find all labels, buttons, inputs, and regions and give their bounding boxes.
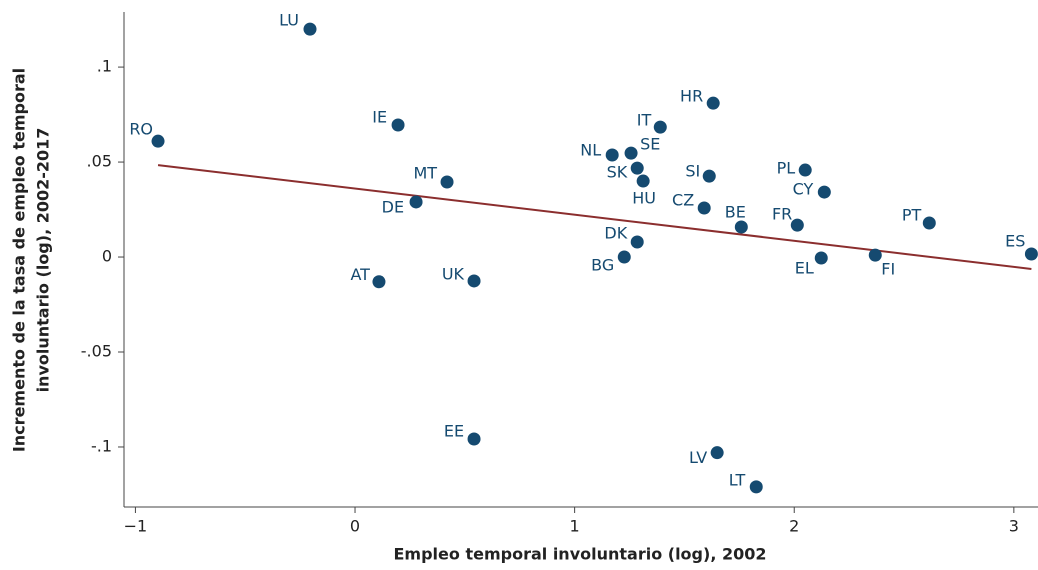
point	[391, 118, 405, 132]
point	[653, 120, 667, 134]
point	[467, 274, 481, 288]
x-tick-label: −1	[124, 517, 148, 536]
point	[706, 96, 720, 110]
point-label: DK	[604, 224, 627, 243]
point	[1024, 247, 1038, 261]
point	[710, 446, 724, 460]
point	[605, 148, 619, 162]
point-label: FR	[772, 205, 792, 224]
point-label: PT	[902, 206, 922, 225]
point-label: EE	[444, 421, 464, 440]
point-label: MT	[413, 164, 437, 183]
point	[630, 235, 644, 249]
y-tick-label: .1	[97, 57, 112, 76]
point-label: IE	[372, 108, 387, 127]
point-label: HR	[680, 87, 703, 106]
point-label: LT	[729, 470, 746, 489]
point-label: DE	[382, 197, 404, 216]
point	[868, 248, 882, 262]
x-tick-label: 1	[570, 517, 580, 536]
y-tick-label: .05	[87, 152, 112, 171]
point	[409, 195, 423, 209]
trend-line	[157, 164, 1032, 270]
y-axis-title: involuntario (log), 2002-2017	[34, 128, 53, 393]
point	[440, 175, 454, 189]
point	[630, 161, 644, 175]
y-tick-label: -.05	[81, 342, 112, 361]
point-label: SI	[685, 162, 700, 181]
point	[636, 174, 650, 188]
point	[151, 134, 165, 148]
point-label: CY	[793, 180, 814, 199]
point	[817, 185, 831, 199]
point	[697, 201, 711, 215]
point	[798, 163, 812, 177]
point-label: UK	[442, 264, 465, 283]
x-tick-label: 0	[350, 517, 360, 536]
point-label: SE	[640, 135, 660, 154]
point-label: NL	[580, 141, 601, 160]
point-label: LV	[689, 448, 707, 467]
point	[372, 275, 386, 289]
point	[790, 218, 804, 232]
point-label: FI	[881, 260, 895, 279]
point	[922, 216, 936, 230]
point-label: ES	[1005, 231, 1025, 250]
x-tick-label: 2	[789, 517, 799, 536]
y-tick-label: -.1	[91, 436, 112, 455]
point-label: HU	[632, 189, 656, 208]
point-label: BE	[725, 203, 746, 222]
point-label: SK	[607, 163, 628, 182]
y-tick-label: 0	[102, 247, 112, 266]
point	[617, 250, 631, 264]
point	[749, 480, 763, 494]
point	[734, 220, 748, 234]
point-label: LU	[279, 11, 299, 30]
y-axis-title: Incremento de la tasa de empleo temporal	[10, 68, 29, 452]
point-label: CZ	[672, 191, 694, 210]
point-label: IT	[637, 111, 652, 130]
point	[303, 22, 317, 36]
point	[814, 251, 828, 265]
point	[702, 169, 716, 183]
point-label: EL	[795, 258, 814, 277]
x-axis-title: Empleo temporal involuntario (log), 2002	[394, 545, 767, 564]
point	[624, 146, 638, 160]
x-tick-label: 3	[1009, 517, 1019, 536]
point	[467, 432, 481, 446]
point-label: PL	[777, 159, 796, 178]
point-label: BG	[591, 256, 614, 275]
point-label: RO	[129, 120, 153, 139]
point-label: AT	[350, 265, 370, 284]
